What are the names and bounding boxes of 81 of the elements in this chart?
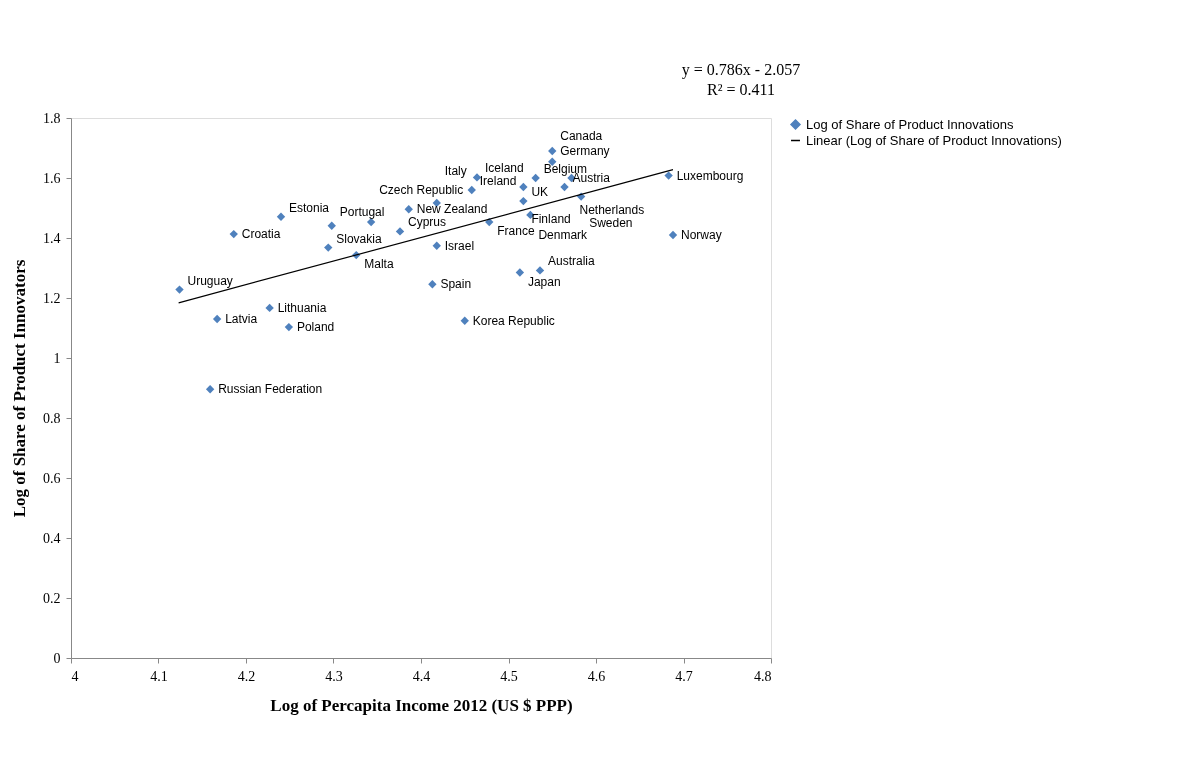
- point: [428, 280, 437, 289]
- annotation: Uruguay: [187, 273, 233, 288]
- y-tick-label: 1.6: [43, 170, 61, 186]
- annotation: Norway: [681, 228, 722, 242]
- x-tick-label: 4.8: [754, 668, 772, 684]
- point: [229, 229, 238, 239]
- y-tick-label: 0.6: [43, 470, 61, 486]
- point: [519, 196, 528, 206]
- y-tick-label: 1.8: [43, 110, 61, 126]
- point: [432, 241, 441, 250]
- annotation: New Zealand: [416, 202, 488, 217]
- x-tick-label: 4.3: [325, 668, 343, 684]
- point: [668, 230, 678, 240]
- y-tick-label: 0.2: [43, 590, 61, 606]
- point: [460, 316, 469, 325]
- point: [212, 314, 222, 324]
- x-tick-label: 4.2: [237, 668, 256, 684]
- point: [265, 303, 274, 313]
- annotation: Luxembourg: [676, 168, 744, 183]
- annotation: Portugal: [339, 204, 385, 219]
- legend-label: Linear (Log of Share of Product Innovations): [806, 132, 1062, 148]
- point: [404, 205, 413, 214]
- point: [515, 268, 525, 277]
- point: [560, 182, 569, 192]
- text: y = 0.786x - 2.057: [681, 61, 801, 79]
- x-tick-label: 4.6: [587, 668, 606, 684]
- y-tick-label: 0: [53, 650, 61, 666]
- point: [175, 285, 184, 294]
- annotation: Japan: [527, 274, 561, 289]
- x-tick-label: 4.5: [500, 668, 518, 684]
- annotation: Poland: [296, 320, 335, 335]
- y-tick-label: 1: [53, 350, 61, 366]
- point: [327, 221, 336, 230]
- annotation: Denmark: [538, 227, 589, 242]
- annotation: Australia: [548, 254, 596, 269]
- annotation: Canada: [560, 128, 603, 143]
- annotation: Ireland: [479, 174, 517, 188]
- legend-label: Log of Share of Product Innovations: [806, 116, 1014, 132]
- annotation: Israel: [444, 238, 475, 253]
- y-tick-label: 1.2: [43, 290, 61, 306]
- x-tick-label: 4: [71, 668, 79, 684]
- annotation: Sweden: [589, 215, 633, 230]
- annotation: Netherlands: [579, 203, 645, 217]
- annotation: Spain: [440, 277, 472, 292]
- point: [548, 146, 557, 156]
- y-tick-label: 0.8: [43, 410, 61, 426]
- y-tick-label: 1.4: [43, 230, 61, 246]
- annotation: Italy: [444, 163, 467, 178]
- annotation: Latvia: [225, 312, 258, 326]
- annotation: Croatia: [241, 227, 281, 242]
- y-axis-title: Log of Share of Product Innovators: [10, 259, 29, 518]
- annotation: Estonia: [289, 200, 330, 215]
- y-tick-label: 0.4: [43, 530, 61, 546]
- annotation: Cyprus: [408, 215, 447, 230]
- annotation: UK: [531, 185, 549, 200]
- annotation: Malta: [364, 257, 394, 272]
- annotation: France: [497, 224, 535, 239]
- annotation: Korea Republic: [472, 313, 555, 328]
- text: R² = 0.411: [707, 81, 775, 98]
- annotation: Finland: [531, 212, 571, 226]
- point: [284, 322, 294, 332]
- annotation: Czech Republic: [379, 183, 464, 198]
- annotation: Slovakia: [336, 231, 382, 246]
- annotation: Lithuania: [277, 300, 327, 315]
- x-axis-title: Log of Percapita Income 2012 (US $ PPP): [270, 695, 573, 715]
- point: [531, 173, 540, 183]
- annotation: Germany: [560, 144, 610, 158]
- point: [535, 266, 545, 275]
- annotation: Russian Federation: [218, 382, 323, 397]
- x-tick-label: 4.4: [412, 668, 431, 684]
- point: [395, 227, 405, 236]
- point: [205, 385, 215, 394]
- x-tick-label: 4.1: [150, 668, 168, 684]
- point: [485, 217, 494, 227]
- annotation: Iceland: [485, 161, 524, 176]
- point: [467, 185, 476, 195]
- point: [276, 212, 286, 221]
- x-tick-label: 4.7: [675, 668, 693, 684]
- point: [324, 243, 333, 252]
- point: [519, 182, 528, 192]
- point: [664, 171, 673, 180]
